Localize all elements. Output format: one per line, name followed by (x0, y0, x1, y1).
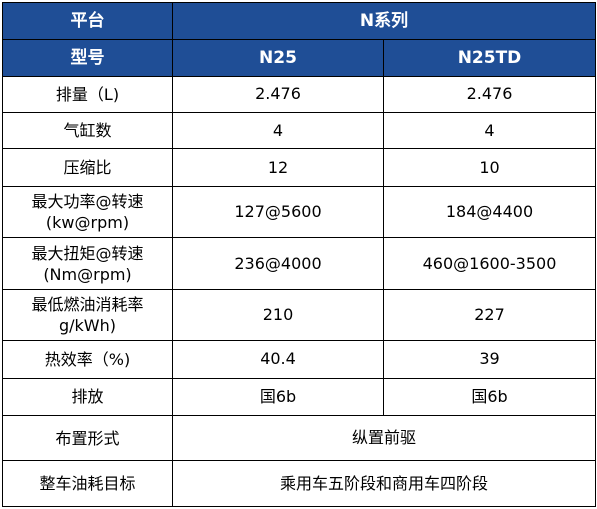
n25-value: 40.4 (172, 340, 384, 379)
row-layout: 布置形式 纵置前驱 (2, 415, 597, 462)
n25-value: 210 (172, 288, 384, 342)
row-label: 布置形式 (2, 415, 173, 462)
model-n25: N25 (172, 39, 384, 77)
model-n25td: N25TD (382, 39, 597, 77)
row-label: 热效率（%) (2, 340, 173, 379)
row-label-line1: 最大功率@转速 (31, 192, 144, 212)
merged-value: 乘用车五阶段和商用车四阶段 (171, 460, 597, 507)
row-label: 整车油耗目标 (2, 460, 173, 507)
row-label: 排量（L) (2, 75, 173, 114)
row-label: 压缩比 (2, 148, 173, 187)
n25td-value: 4 (382, 112, 597, 150)
row-label: 最低燃油消耗率 g/kWh) (2, 288, 173, 342)
merged-value: 纵置前驱 (171, 415, 597, 462)
row-cylinders: 气缸数 4 4 (2, 112, 597, 150)
row-label: 气缸数 (2, 112, 173, 150)
n25td-value: 国6b (382, 377, 597, 417)
n25-value: 国6b (172, 377, 384, 417)
row-label: 排放 (2, 377, 173, 417)
row-min-fuel-consumption: 最低燃油消耗率 g/kWh) 210 227 (2, 288, 597, 342)
n25td-value: 460@1600-3500 (382, 237, 597, 290)
row-label: 最大扭矩@转速 (Nm@rpm) (2, 237, 173, 290)
n25td-value: 2.476 (382, 75, 597, 114)
model-label: 型号 (2, 39, 173, 77)
n25td-value: 39 (382, 340, 597, 379)
n25-value: 2.476 (172, 75, 384, 114)
row-emission: 排放 国6b 国6b (2, 377, 597, 417)
n25td-value: 227 (382, 288, 597, 342)
row-label-line1: 最大扭矩@转速 (31, 243, 144, 263)
row-thermal-efficiency: 热效率（%) 40.4 39 (2, 340, 597, 379)
row-label-line2: g/kWh) (58, 316, 116, 336)
n25td-value: 184@4400 (382, 185, 597, 239)
series-label: N系列 (171, 1, 597, 41)
header-row-model: 型号 N25 N25TD (2, 39, 597, 77)
header-row-platform: 平台 N系列 (2, 1, 597, 41)
row-label: 最大功率@转速 (kw@rpm) (2, 185, 173, 239)
row-label-line1: 最低燃油消耗率 (31, 295, 144, 315)
row-max-torque: 最大扭矩@转速 (Nm@rpm) 236@4000 460@1600-3500 (2, 237, 597, 290)
n25-value: 127@5600 (172, 185, 384, 239)
platform-label: 平台 (2, 1, 173, 41)
row-label-line2: (Nm@rpm) (43, 264, 132, 284)
n25-value: 12 (172, 148, 384, 187)
row-fuel-target: 整车油耗目标 乘用车五阶段和商用车四阶段 (2, 460, 597, 507)
row-max-power: 最大功率@转速 (kw@rpm) 127@5600 184@4400 (2, 185, 597, 239)
row-label-line2: (kw@rpm) (45, 213, 130, 233)
n25-value: 236@4000 (172, 237, 384, 290)
n25td-value: 10 (382, 148, 597, 187)
row-displacement: 排量（L) 2.476 2.476 (2, 75, 597, 114)
row-compression-ratio: 压缩比 12 10 (2, 148, 597, 187)
n25-value: 4 (172, 112, 384, 150)
